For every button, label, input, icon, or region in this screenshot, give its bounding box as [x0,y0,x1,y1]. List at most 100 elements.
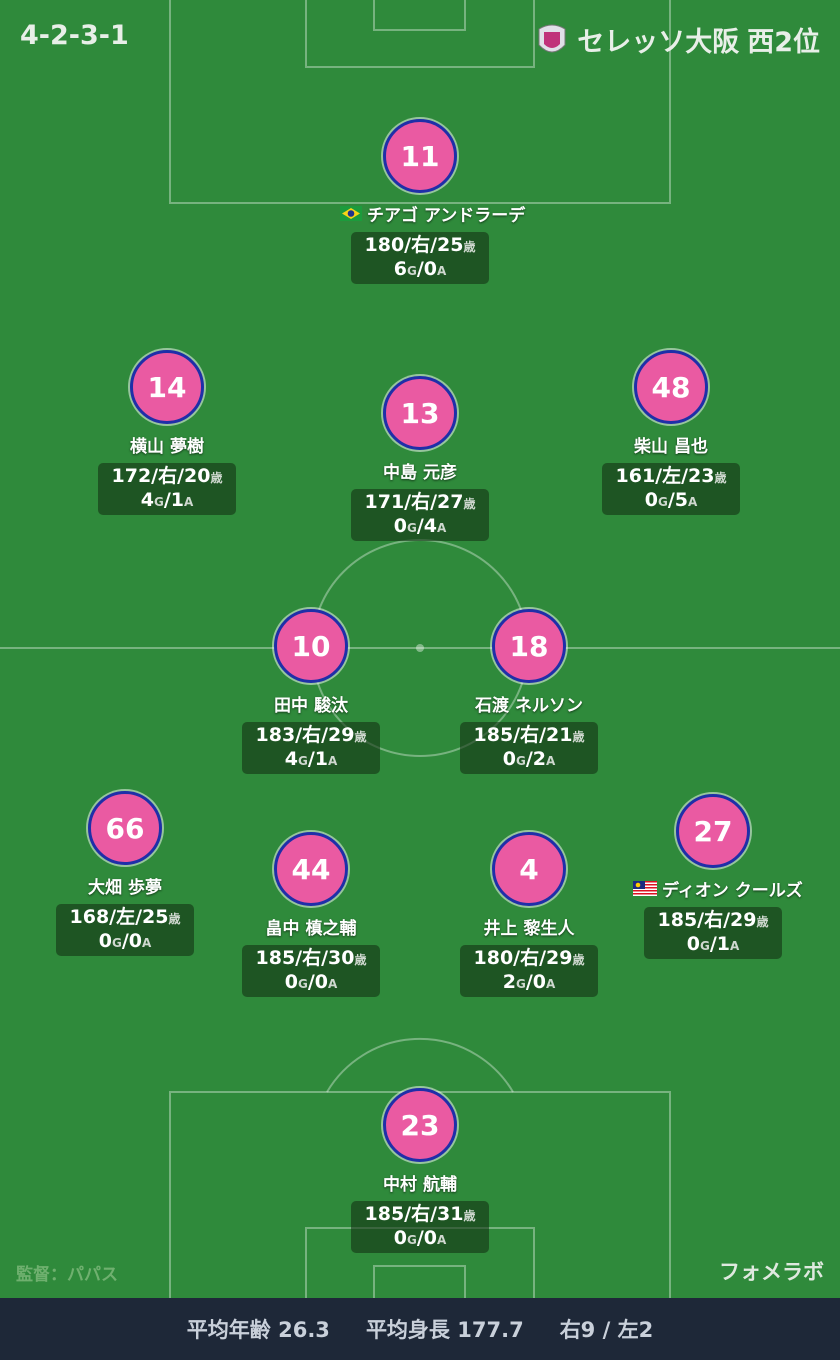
player: 48 柴山 昌也 161/左/23歳 0G/5A [591,350,751,515]
profile: 168/左/25歳 [56,906,194,930]
record: 2G/0A [460,971,598,995]
record-part: 2 [502,971,516,993]
manager: 監督：パパス [16,1265,118,1285]
profile-part: 168/左/25 [69,906,169,928]
profile-part: 185/右/30 [255,947,355,969]
record-part: A [436,264,447,278]
stats-box: 180/右/29歳 2G/0A [460,945,598,997]
flag [633,881,657,901]
flag-icon [340,206,362,221]
profile-part: 171/右/27 [364,491,464,513]
formation: 4-2-3-1 [20,20,129,51]
record: 0G/4A [351,515,489,539]
avg-height: 平均身長 177.7 [366,1314,524,1344]
player-name: チアゴ アンドラーデ [367,206,526,226]
record-part: G [515,977,526,991]
profile-part: 歳 [354,953,367,967]
player-name-row: 横山 夢樹 [87,432,247,457]
player-name: ディオン クールズ [662,881,803,901]
player-name: 畠中 槙之輔 [265,919,357,939]
record-part: 0 [393,515,407,537]
profile-part: 歳 [463,497,476,511]
player-name-row: 井上 黎生人 [449,914,609,939]
emblem [538,24,566,52]
stats-box: 168/左/25歳 0G/0A [56,904,194,956]
record-part: A [183,495,194,509]
record: 0G/0A [242,971,380,995]
player-name: 石渡 ネルソン [475,696,583,716]
profile-part: 歳 [572,953,585,967]
record-part: A [436,1233,447,1247]
record-part: /1 [709,933,730,955]
player-name-row: 石渡 ネルソン [449,691,609,716]
record-part: /0 [416,258,437,280]
stats-box: 161/左/23歳 0G/5A [602,463,740,515]
player-name-row: 田中 駿汰 [231,691,391,716]
profile: 172/右/20歳 [98,465,236,489]
profile-part: 180/右/25 [364,234,464,256]
record: 4G/1A [98,489,236,513]
player-name: 田中 駿汰 [274,696,348,716]
player-name-row: ディオン クールズ [633,876,803,901]
record-part: /5 [667,489,688,511]
shirt-number: 27 [676,794,750,868]
record-part: G [153,495,164,509]
player-name: 中村 航輔 [383,1175,457,1195]
profile-part: 185/右/21 [473,724,573,746]
record-part: G [111,936,122,950]
stats-box: 185/右/29歳 0G/1A [644,907,782,959]
profile: 180/右/25歳 [351,234,489,258]
record-part: /4 [416,515,437,537]
shirt-number: 11 [383,119,457,193]
team-rank: 西2位 [747,27,820,58]
profile: 180/右/29歳 [460,947,598,971]
record: 0G/0A [56,930,194,954]
brand: フォメラボ [719,1260,824,1284]
label: 平均身長 [365,1318,450,1342]
profile: 171/右/27歳 [351,491,489,515]
player: 44 畠中 槙之輔 185/右/30歳 0G/0A [231,832,391,997]
profile-part: 歳 [463,1209,476,1223]
record-part: A [141,936,152,950]
record: 6G/0A [351,258,489,282]
player: 14 横山 夢樹 172/右/20歳 4G/1A [87,350,247,515]
player: 66 大畑 歩夢 168/左/25歳 0G/0A [45,791,205,956]
profile: 161/左/23歳 [602,465,740,489]
player-name-row: 中島 元彦 [340,458,500,483]
record-part: A [327,754,338,768]
profile-part: 歳 [354,730,367,744]
record: 0G/5A [602,489,740,513]
record-part: G [699,939,710,953]
stats-box: 171/右/27歳 0G/4A [351,489,489,541]
record-part: 0 [393,1227,407,1249]
record-part: /0 [416,1227,437,1249]
team-header: セレッソ大阪 西2位 [535,20,820,59]
value: 177.7 [457,1318,524,1342]
player-name-row: 柴山 昌也 [591,432,751,457]
profile-part: 180/右/29 [473,947,573,969]
footer: 平均年齢 26.3 平均身長 177.7 右9 / 左2 [0,1298,840,1360]
value: 26.3 [278,1318,330,1342]
flag [340,206,362,226]
profile: 185/右/30歳 [242,947,380,971]
stats-box: 185/右/30歳 0G/0A [242,945,380,997]
player: 10 田中 駿汰 183/右/29歳 4G/1A [231,609,391,774]
shirt-number: 48 [634,350,708,424]
shirt-number: 18 [492,609,566,683]
stats-box: 180/右/25歳 6G/0A [351,232,489,284]
record: 0G/1A [644,933,782,957]
player: 13 中島 元彦 171/右/27歳 0G/4A [340,376,500,541]
shirt-number: 44 [274,832,348,906]
profile: 183/右/29歳 [242,724,380,748]
profile-part: 185/右/31 [364,1203,464,1225]
record-part: /0 [307,971,328,993]
record-part: G [297,754,308,768]
record-part: /1 [307,748,328,770]
team-name: セレッソ大阪 [577,27,740,58]
stats-box: 183/右/29歳 4G/1A [242,722,380,774]
profile-part: 歳 [714,471,727,485]
player-name-row: 中村 航輔 [340,1170,500,1195]
profile-part: 歳 [210,471,223,485]
player-name: 井上 黎生人 [483,919,575,939]
